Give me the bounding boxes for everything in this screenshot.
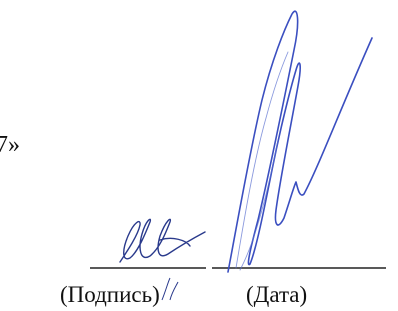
- date-label: (Дата): [246, 282, 307, 307]
- document-fragment: 7» (Подпись) (Дата): [0, 0, 398, 311]
- paper: [0, 0, 398, 311]
- signature-label: (Подпись): [60, 282, 160, 307]
- text-fragment: 7»: [0, 132, 20, 158]
